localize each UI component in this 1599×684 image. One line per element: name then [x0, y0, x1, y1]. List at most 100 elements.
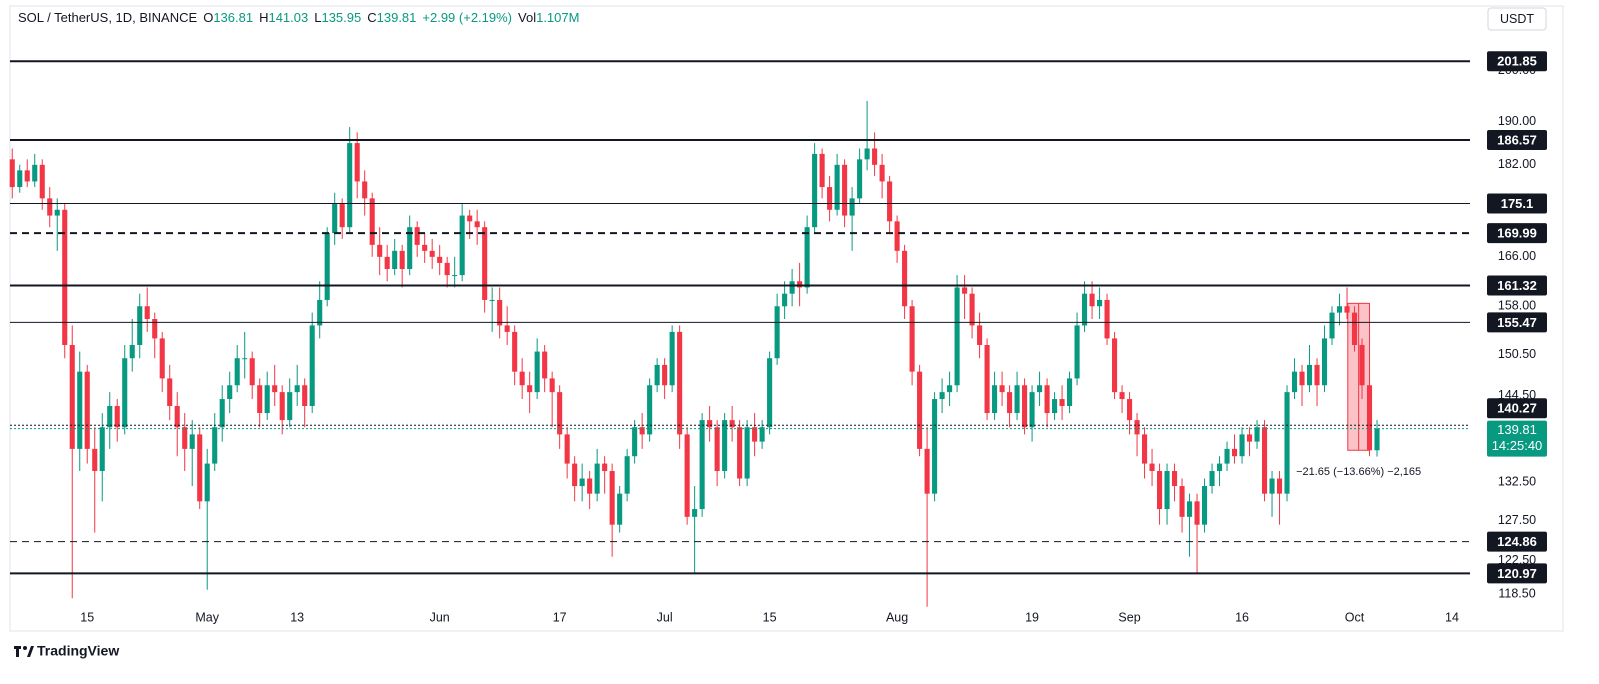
- candle-body: [429, 250, 435, 257]
- y-tick-label: 190.00: [1498, 114, 1536, 128]
- candle-body: [677, 331, 683, 435]
- candle-body: [924, 448, 930, 494]
- candle-body: [564, 434, 570, 464]
- candle-body: [272, 385, 278, 393]
- candle-body: [1291, 371, 1298, 393]
- candle-body: [902, 250, 908, 307]
- candle-body: [257, 385, 263, 414]
- candle-body: [47, 198, 53, 216]
- candle-body: [347, 143, 353, 228]
- candle-body: [504, 325, 510, 332]
- candle-body: [669, 331, 675, 386]
- candle-body: [354, 143, 360, 182]
- candle-body: [1142, 434, 1148, 464]
- candle-body: [834, 164, 840, 210]
- x-tick-label: 16: [1235, 610, 1249, 624]
- x-tick-label: May: [195, 610, 219, 624]
- candle-body: [302, 385, 308, 407]
- ohlc-value: 135.95: [321, 10, 362, 25]
- legend: SOL / TetherUS, 1D, BINANCE O136.81 H141.0…: [18, 10, 585, 25]
- candle-body: [24, 170, 30, 182]
- candle-body: [497, 299, 503, 326]
- candle-body: [1194, 501, 1200, 525]
- candle-body: [962, 287, 968, 294]
- candle-body: [647, 385, 653, 435]
- candle-body: [1224, 448, 1230, 464]
- candle-body: [917, 371, 923, 449]
- volume: 1.107M: [536, 10, 580, 25]
- candle-body: [1179, 486, 1185, 517]
- y-tick-label: 158.00: [1498, 299, 1536, 313]
- y-tick-label: 182.00: [1498, 157, 1536, 171]
- candle-body: [452, 275, 458, 277]
- candle-body: [1201, 486, 1208, 525]
- candle-body: [827, 187, 833, 210]
- candle-body: [782, 293, 788, 307]
- brand: TradingView: [37, 643, 119, 659]
- candle-body: [774, 306, 780, 359]
- ohlc-key: C: [367, 10, 377, 25]
- candle-body: [984, 344, 990, 414]
- candle-body: [812, 153, 818, 228]
- candle-body: [99, 427, 105, 472]
- candle-body: [1044, 385, 1050, 414]
- candle-body: [1082, 293, 1088, 326]
- x-tick-label: Aug: [886, 610, 908, 624]
- candle-body: [1097, 299, 1103, 307]
- level-label: 155.47: [1497, 315, 1537, 330]
- candle-body: [894, 221, 900, 251]
- candle-body: [1112, 338, 1118, 393]
- level-label-box: [1487, 223, 1547, 244]
- candle-body: [332, 204, 338, 234]
- currency[interactable]: USDT: [1500, 12, 1534, 26]
- candle-body: [729, 420, 735, 428]
- candle-body: [512, 331, 518, 372]
- y-tick-label: 166.00: [1498, 249, 1536, 263]
- level-label-box: [1487, 51, 1547, 72]
- candle-body: [167, 378, 173, 407]
- change: +2.99 (+2.19%): [422, 10, 513, 25]
- y-tick-label: 150.50: [1498, 347, 1536, 361]
- candle-body: [1306, 364, 1313, 386]
- ohlc-values: O136.81 H141.03 L135.95 C139.81: [197, 10, 422, 25]
- candle-body: [519, 371, 525, 386]
- candle-body: [722, 420, 728, 472]
- candle-body: [1231, 448, 1238, 457]
- x-tick-label: 14: [1445, 610, 1459, 624]
- candle-body: [137, 306, 143, 345]
- candle-body: [819, 153, 825, 188]
- candle-body: [369, 198, 375, 245]
- candle-body: [384, 256, 390, 269]
- candle-body: [1276, 478, 1283, 494]
- candle-body: [699, 420, 705, 510]
- level-label-box: [1487, 312, 1547, 333]
- frame: [9, 5, 1564, 632]
- candle-body: [197, 434, 203, 502]
- candle-body: [767, 358, 773, 428]
- candle-body: [654, 364, 660, 386]
- candle-body: [219, 399, 225, 428]
- level-label: 169.99: [1497, 226, 1537, 241]
- plot-area: [9, 100, 1380, 607]
- x-tick-label: Jun: [430, 610, 450, 624]
- currency-button[interactable]: [1487, 7, 1547, 31]
- last-price-label: 139.81: [1497, 422, 1537, 437]
- candle-body: [939, 392, 945, 400]
- last-price-box: [1487, 420, 1547, 457]
- candle-body: [54, 209, 60, 216]
- brand-logo: [14, 646, 34, 657]
- candle-body: [1052, 399, 1058, 414]
- candle-body: [1186, 501, 1193, 517]
- x-tick-label: Oct: [1345, 610, 1365, 624]
- candle-body: [392, 250, 398, 269]
- candle-body: [474, 221, 480, 228]
- candle-body: [692, 509, 698, 517]
- candle-body: [1321, 338, 1328, 386]
- candle-body: [1067, 378, 1073, 407]
- candle-body: [227, 385, 233, 400]
- candle-body: [549, 378, 555, 393]
- candle-body: [534, 351, 540, 393]
- level-label: 140.27: [1497, 401, 1537, 416]
- candle-body: [39, 164, 45, 199]
